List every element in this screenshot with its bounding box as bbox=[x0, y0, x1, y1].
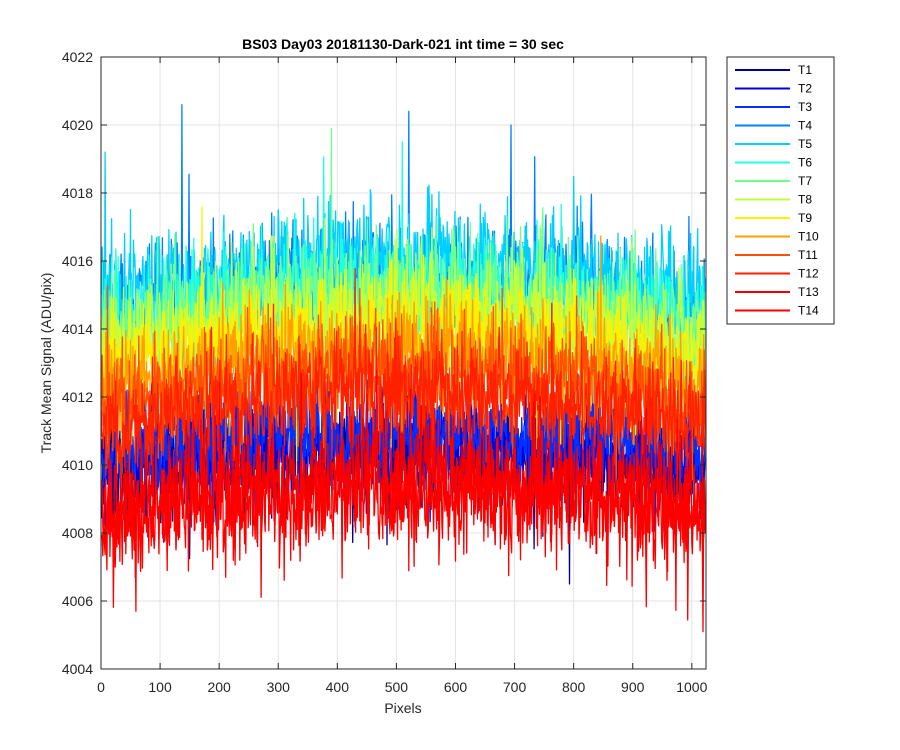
y-tick-label: 4020 bbox=[62, 117, 93, 133]
y-tick-label: 4018 bbox=[62, 185, 93, 201]
legend-label: T14 bbox=[798, 304, 819, 318]
legend-label: T3 bbox=[798, 100, 812, 114]
series-layer bbox=[101, 103, 706, 633]
x-tick-label: 800 bbox=[562, 679, 586, 695]
x-tick-label: 500 bbox=[385, 679, 409, 695]
x-tick-label: 1000 bbox=[676, 679, 707, 695]
legend-label: T12 bbox=[798, 267, 819, 281]
legend-label: T6 bbox=[798, 156, 812, 170]
y-tick-label: 4010 bbox=[62, 457, 93, 473]
x-tick-label: 200 bbox=[207, 679, 231, 695]
x-tick-label: 900 bbox=[621, 679, 645, 695]
series-line-t14 bbox=[101, 369, 706, 633]
legend-label: T8 bbox=[798, 193, 812, 207]
legend-box bbox=[726, 56, 835, 325]
y-tick-label: 4004 bbox=[62, 661, 93, 677]
y-tick-label: 4006 bbox=[62, 593, 93, 609]
series-line-t12 bbox=[101, 267, 706, 499]
y-axis-label: Track Mean Signal (ADU/pix) bbox=[38, 273, 54, 454]
chart-title: BS03 Day03 20181130-Dark-021 int time = … bbox=[242, 36, 564, 52]
plot-border bbox=[100, 56, 707, 670]
x-tick-label: 400 bbox=[326, 679, 350, 695]
y-tick-label: 4008 bbox=[62, 525, 93, 541]
x-tick-label: 0 bbox=[97, 679, 105, 695]
y-tick-label: 4014 bbox=[62, 321, 93, 337]
legend-label: T11 bbox=[798, 248, 818, 262]
x-tick-label: 100 bbox=[148, 679, 172, 695]
legend-label: T7 bbox=[798, 174, 812, 188]
axis-ticks: 0 100 200 300 400 500 600 700 800 900 1000 4004 4006… bbox=[62, 49, 708, 695]
legend-label: T1 bbox=[798, 63, 812, 77]
x-tick-label: 600 bbox=[444, 679, 468, 695]
y-tick-label: 4016 bbox=[62, 253, 93, 269]
legend-label: T2 bbox=[798, 82, 812, 96]
legend-label: T4 bbox=[798, 119, 812, 133]
y-tick-label: 4022 bbox=[62, 49, 93, 65]
x-axis-label: Pixels bbox=[384, 700, 421, 716]
legend-label: T9 bbox=[798, 211, 812, 225]
x-tick-label: 700 bbox=[503, 679, 527, 695]
y-tick-label: 4012 bbox=[62, 389, 93, 405]
legend-label: T13 bbox=[798, 285, 819, 299]
legend-label: T10 bbox=[798, 230, 819, 244]
legend-label: T5 bbox=[798, 137, 812, 151]
x-tick-label: 300 bbox=[267, 679, 291, 695]
legend: T1 T2 T3 T4 T5 T6 T7 T8 T9 T10 T11 T12 T13 T14 bbox=[726, 56, 835, 325]
